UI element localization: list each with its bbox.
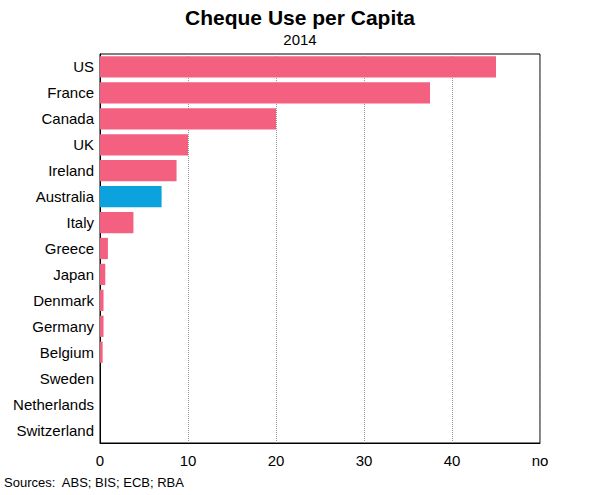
svg-text:US: US — [73, 58, 94, 75]
svg-text:no: no — [532, 452, 549, 469]
svg-text:30: 30 — [356, 452, 373, 469]
svg-text:Australia: Australia — [36, 188, 95, 205]
svg-text:Cheque Use per Capita: Cheque Use per Capita — [185, 6, 415, 29]
svg-text:France: France — [47, 84, 94, 101]
svg-text:Canada: Canada — [41, 110, 94, 127]
svg-text:2014: 2014 — [283, 31, 316, 48]
svg-text:Denmark: Denmark — [33, 292, 94, 309]
svg-text:Sources: ABS; BIS; ECB; RBA: Sources: ABS; BIS; ECB; RBA — [4, 475, 184, 490]
svg-text:Netherlands: Netherlands — [13, 396, 94, 413]
svg-text:Sweden: Sweden — [40, 370, 94, 387]
svg-text:Germany: Germany — [32, 318, 94, 335]
svg-text:Belgium: Belgium — [40, 344, 94, 361]
svg-text:Japan: Japan — [53, 266, 94, 283]
svg-text:10: 10 — [180, 452, 197, 469]
svg-text:40: 40 — [444, 452, 461, 469]
svg-text:0: 0 — [96, 452, 104, 469]
svg-text:Greece: Greece — [45, 240, 94, 257]
svg-text:Italy: Italy — [66, 214, 94, 231]
svg-text:Switzerland: Switzerland — [16, 422, 94, 439]
svg-text:UK: UK — [73, 136, 94, 153]
svg-text:Ireland: Ireland — [48, 162, 94, 179]
svg-text:20: 20 — [268, 452, 285, 469]
